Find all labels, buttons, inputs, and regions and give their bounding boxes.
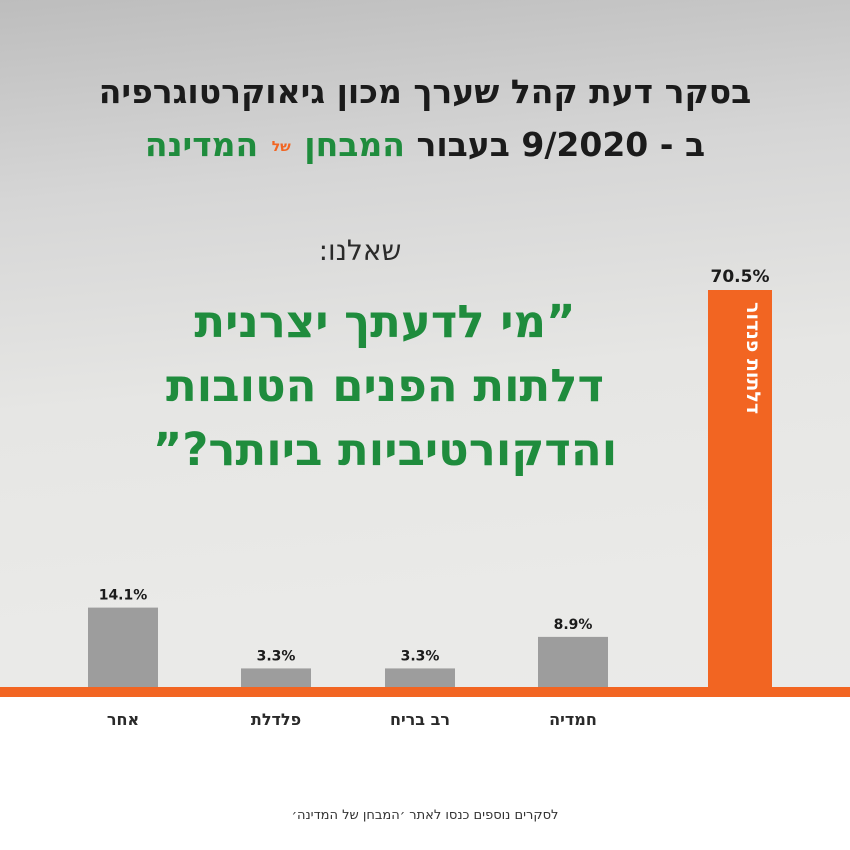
question-line-2: דלתות הפנים הטובות (166, 359, 604, 412)
header-line-2: ב - 9/2020 בעבור המבחן של המדינה (0, 125, 850, 164)
bar-2 (241, 668, 311, 687)
header-date-prefix: ב - 9/2020 בעבור (416, 125, 706, 164)
header-line-1: בסקר דעת קהל שערך מכון גיאוקרטוגרפיה (98, 72, 752, 111)
survey-question: ”מי לדעתך יצרנית דלתות הפנים הטובות והדק… (150, 290, 620, 482)
asked-label: שאלנו: (318, 234, 402, 267)
value-label-4: 8.9% (554, 617, 593, 633)
question-line-1: ”מי לדעתך יצרנית (194, 295, 576, 348)
question-line-3: והדקורטיביות ביותר?” (152, 423, 618, 476)
bottom-area (0, 697, 850, 850)
value-label-1: 14.1% (99, 588, 148, 604)
bar-3 (385, 668, 455, 687)
brand-small: של (271, 138, 291, 155)
brand-end: המדינה (144, 125, 259, 164)
value-label-2: 3.3% (257, 648, 296, 664)
bar-1 (88, 607, 158, 687)
value-label-5: 70.5% (711, 267, 770, 287)
highlight-inbar-label: דלתות פנדור (742, 302, 764, 414)
category-label-3: רב בריח (390, 710, 450, 729)
value-label-3: 3.3% (401, 648, 440, 664)
brand-main: המבחן (304, 125, 405, 164)
chart-baseline (0, 687, 850, 697)
category-label-2: פלדלת (251, 710, 301, 729)
category-label-4: חמדיה (549, 710, 597, 729)
bar-5 (708, 290, 772, 687)
category-label-1: אחר (107, 710, 139, 729)
footer-note: לסקרים נוספים כנסו לאתר ׳המבחן של המדינה… (291, 808, 559, 823)
bar-4 (538, 636, 608, 687)
